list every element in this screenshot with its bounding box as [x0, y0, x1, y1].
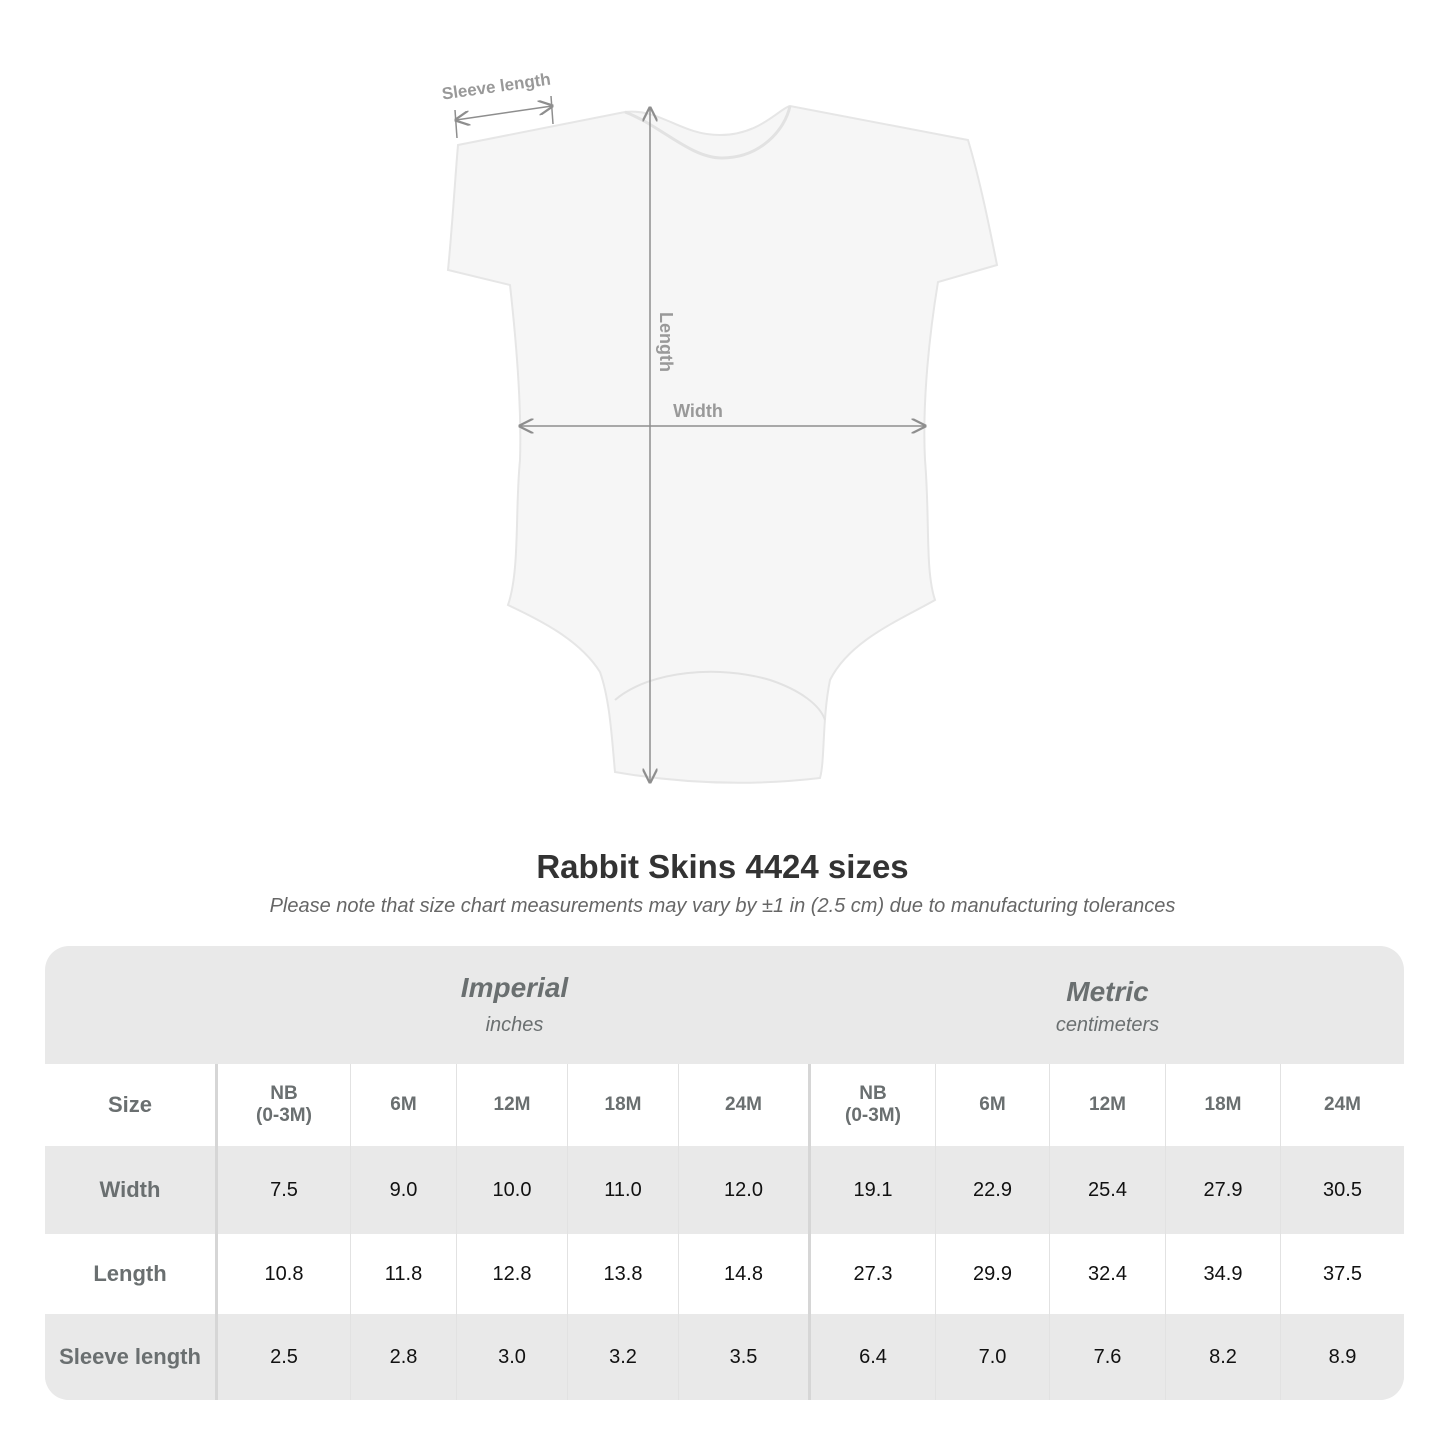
measurement-cell: 7.5 — [218, 1146, 351, 1234]
row-label: Size — [45, 1064, 218, 1146]
sleeve-arrow — [456, 106, 552, 120]
size-column-header: 6M — [936, 1064, 1050, 1146]
row-label: Sleeve length — [45, 1314, 218, 1400]
measurement-cell: 14.8 — [679, 1234, 811, 1314]
size-column-header: 6M — [351, 1064, 457, 1146]
measurement-cell: 34.9 — [1166, 1234, 1281, 1314]
measurement-cell: 8.2 — [1166, 1314, 1281, 1400]
measurement-cell: 12.8 — [457, 1234, 568, 1314]
measurement-cell: 3.5 — [679, 1314, 811, 1400]
imperial-header: Imperial inches — [460, 972, 569, 1036]
size-column-header: 24M — [1324, 1094, 1361, 1115]
measurement-cell: 12.0 — [679, 1146, 811, 1234]
measurement-cell: 2.8 — [351, 1314, 457, 1400]
measurement-cell: 10.0 — [457, 1146, 568, 1234]
measurement-cell: 13.8 — [568, 1234, 679, 1314]
measurement-cell: 11.0 — [568, 1146, 679, 1234]
measurement-cell: 6.4 — [811, 1314, 936, 1400]
measurement-cell: 27.3 — [811, 1234, 936, 1314]
measurement-cell: 25.4 — [1050, 1146, 1166, 1234]
table-row: Length 10.8 11.8 12.8 13.8 14.8 27.3 29.9 32.4 34… — [45, 1234, 1404, 1314]
measurement-cell: 9.0 — [351, 1146, 457, 1234]
measurement-cell: 7.0 — [936, 1314, 1050, 1400]
tolerance-note: Please note that size chart measurements… — [269, 895, 1176, 917]
size-column-header: 18M — [1166, 1064, 1281, 1146]
width-label: Width — [673, 401, 723, 421]
metric-header: Metric centimeters — [1055, 976, 1160, 1036]
onesie-shape — [446, 104, 999, 784]
measurement-cell: 32.4 — [1050, 1234, 1166, 1314]
measurement-cell: 22.9 — [936, 1146, 1050, 1234]
measurement-cell: 2.5 — [218, 1314, 351, 1400]
measurement-cell: 19.1 — [811, 1146, 936, 1234]
size-column-header: NB (0-3M) — [811, 1064, 936, 1146]
size-column-header: NB (0-3M) — [218, 1064, 351, 1146]
onesie-diagram: Sleeve length Length Width — [441, 70, 999, 784]
measurement-cell: 10.8 — [218, 1234, 351, 1314]
page-title: Rabbit Skins 4424 sizes — [536, 848, 909, 885]
size-header-row: Size NB (0-3M) 6M 12M 18M 24M NB (0-3M) 6M 12M 18… — [45, 1064, 1404, 1146]
length-label: Length — [656, 312, 676, 372]
size-column-header: 12M — [457, 1064, 568, 1146]
size-column-header: 18M — [568, 1064, 679, 1146]
measurement-cell: 8.9 — [1328, 1345, 1357, 1368]
measurement-cell: 30.5 — [1323, 1178, 1362, 1201]
row-label: Width — [45, 1146, 218, 1234]
row-label: Length — [45, 1234, 218, 1314]
table-row: Width 7.5 9.0 10.0 11.0 12.0 19.1 22.9 25.4 27.9 3… — [45, 1146, 1404, 1234]
measurement-cell: 3.0 — [457, 1314, 568, 1400]
measurement-cell: 3.2 — [568, 1314, 679, 1400]
size-column-header: 24M — [679, 1064, 811, 1146]
measurement-cell: 27.9 — [1166, 1146, 1281, 1234]
size-table: Imperial inches Metric centimeters Size N… — [45, 946, 1404, 1400]
measurement-cell: 37.5 — [1323, 1262, 1362, 1285]
size-column-header: 12M — [1050, 1064, 1166, 1146]
measurement-cell: 29.9 — [936, 1234, 1050, 1314]
measurement-cell: 7.6 — [1050, 1314, 1166, 1400]
table-row: Sleeve length 2.5 2.8 3.0 3.2 3.5 6.4 7.0 7.6 8.2… — [45, 1314, 1404, 1400]
sleeve-length-label: Sleeve length — [441, 70, 552, 104]
measurement-cell: 11.8 — [351, 1234, 457, 1314]
